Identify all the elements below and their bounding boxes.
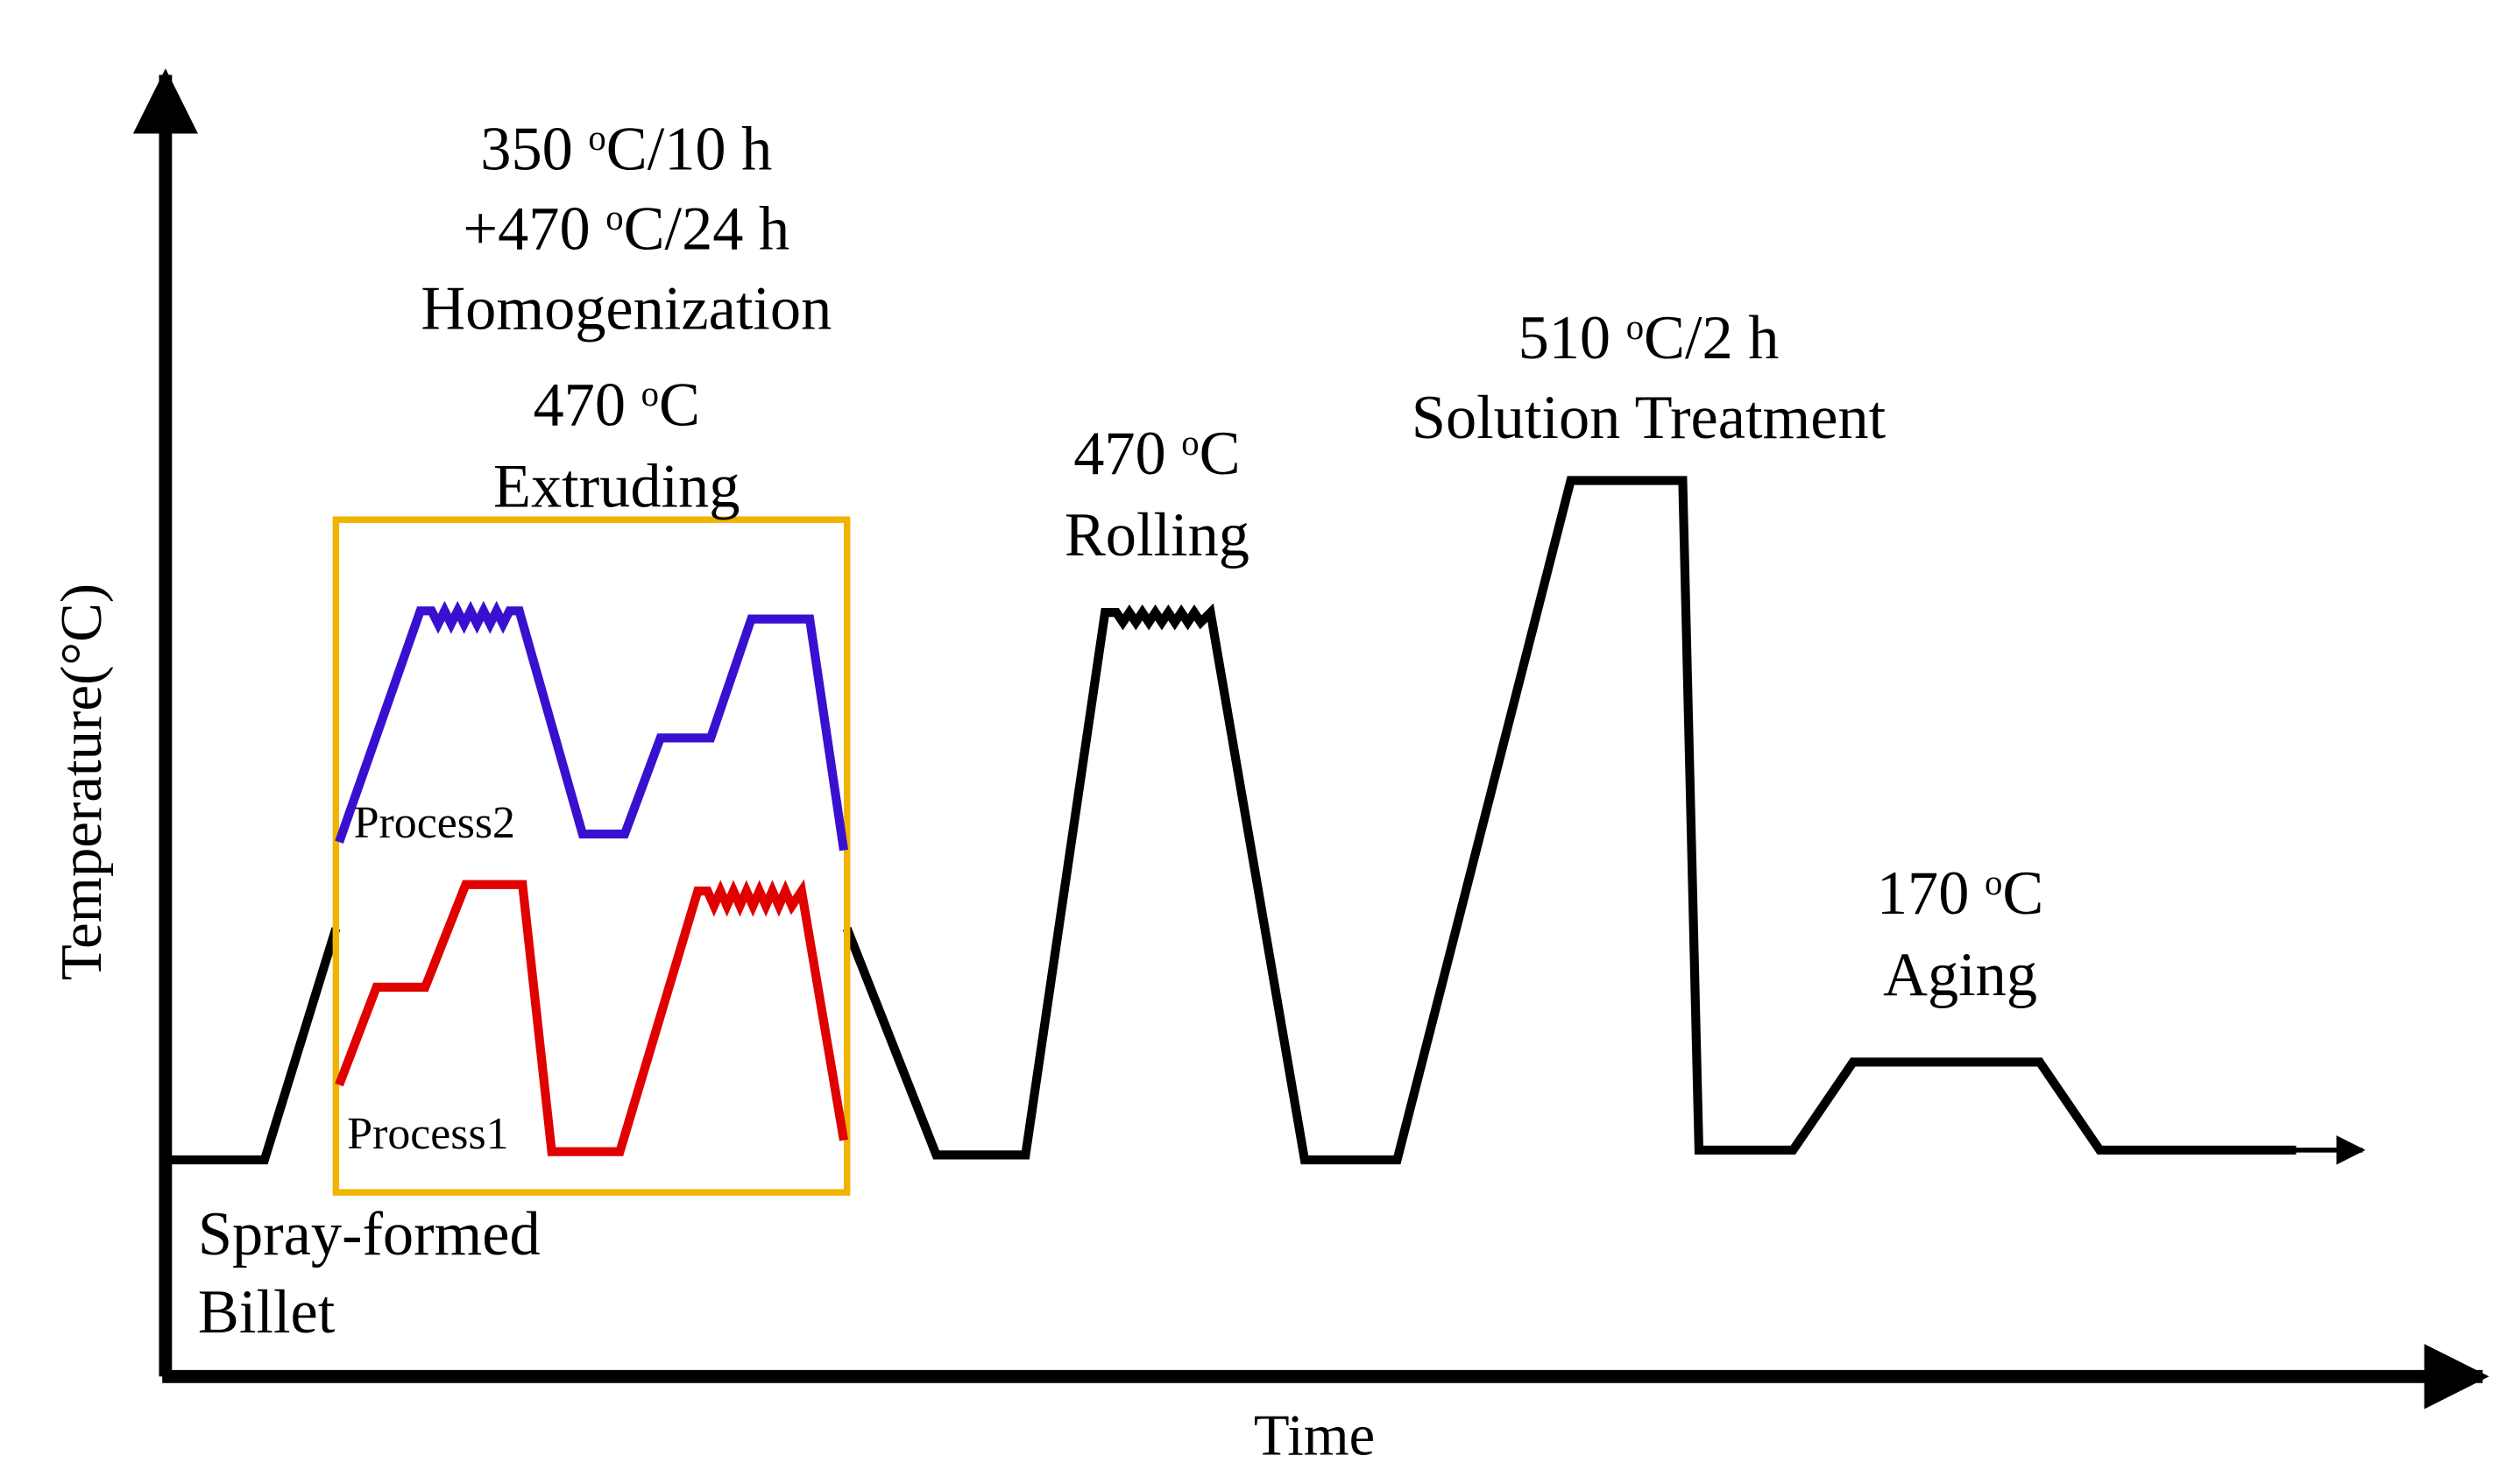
svg-text:Extruding: Extruding (493, 452, 740, 520)
process1-label: Process1 (347, 1109, 508, 1159)
rolling-label: 470 oC Rolling (1065, 420, 1249, 569)
svg-text:470 oC: 470 oC (534, 371, 700, 439)
extrusion-process-box (332, 516, 851, 1196)
process2-curve (335, 600, 849, 852)
x-axis-label: Time (1254, 1403, 1375, 1467)
svg-text:470 oC: 470 oC (1073, 420, 1240, 488)
main-process-line-start (165, 927, 341, 1165)
svg-text:+470 oC/24 h: +470 oC/24 h (463, 194, 789, 263)
svg-text:Aging: Aging (1883, 941, 2037, 1009)
billet-label: Spray-formed Billet (198, 1200, 541, 1346)
svg-text:Rolling: Rolling (1065, 501, 1249, 569)
aging-label: 170 oC Aging (1877, 859, 2043, 1009)
svg-text:Spray-formed: Spray-formed (198, 1200, 541, 1268)
svg-text:Billet: Billet (198, 1278, 336, 1346)
homogenization-label: 350 oC/10 h +470 oC/24 h Homogenization (421, 115, 832, 343)
main-process-line (842, 476, 2297, 1165)
svg-text:350 oC/10 h: 350 oC/10 h (480, 115, 772, 183)
solution-treatment-label: 510 oC/2 h Solution Treatment (1412, 304, 1886, 452)
svg-text:Solution Treatment: Solution Treatment (1412, 384, 1886, 452)
y-axis-label: Temperature(°C) (49, 583, 114, 980)
svg-text:170 oC: 170 oC (1877, 859, 2043, 928)
extruding-label: 470 oC Extruding (493, 371, 740, 520)
process2-label: Process2 (354, 798, 515, 848)
svg-text:Homogenization: Homogenization (421, 274, 832, 343)
svg-text:510 oC/2 h: 510 oC/2 h (1518, 304, 1780, 372)
process1-curve (335, 879, 849, 1156)
